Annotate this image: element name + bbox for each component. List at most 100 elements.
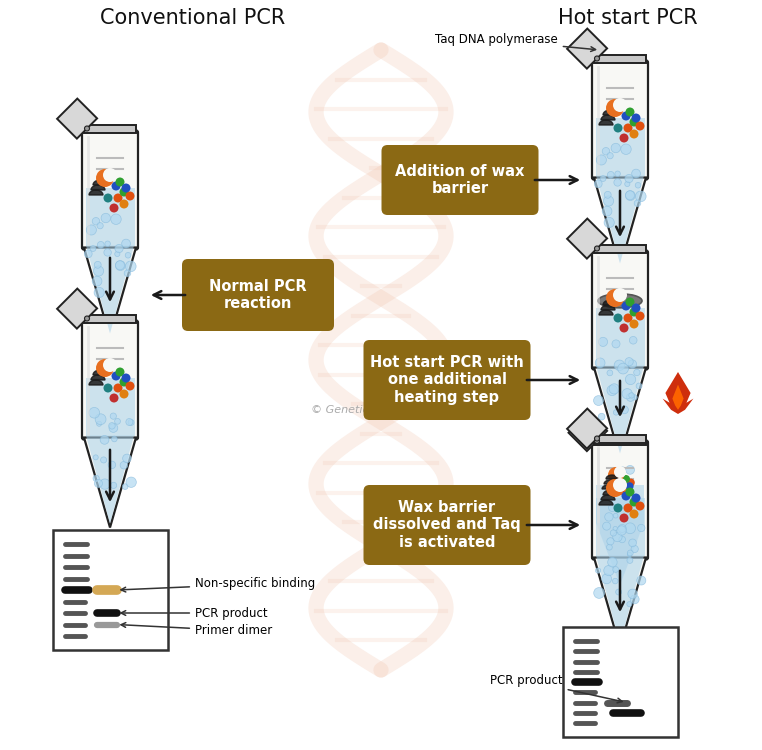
Circle shape	[594, 180, 602, 188]
Circle shape	[94, 266, 104, 276]
Circle shape	[627, 557, 633, 563]
Circle shape	[594, 396, 604, 406]
Circle shape	[607, 544, 613, 550]
Polygon shape	[89, 190, 103, 195]
Polygon shape	[89, 380, 103, 385]
Circle shape	[594, 439, 600, 443]
Circle shape	[100, 479, 110, 489]
Circle shape	[613, 566, 619, 572]
Circle shape	[594, 246, 600, 251]
Polygon shape	[595, 308, 645, 366]
Circle shape	[104, 194, 113, 202]
Circle shape	[636, 182, 641, 188]
Circle shape	[111, 436, 117, 442]
Polygon shape	[594, 525, 646, 590]
Circle shape	[621, 144, 631, 154]
Polygon shape	[599, 120, 613, 125]
Circle shape	[613, 98, 627, 112]
Text: Hot start PCR with
one additional
heating step: Hot start PCR with one additional heatin…	[370, 355, 524, 405]
Circle shape	[619, 536, 626, 543]
Circle shape	[114, 383, 123, 392]
Circle shape	[626, 374, 636, 385]
Polygon shape	[85, 188, 135, 246]
Circle shape	[110, 203, 119, 212]
Polygon shape	[57, 289, 97, 328]
Circle shape	[604, 217, 614, 227]
Circle shape	[616, 526, 626, 536]
Ellipse shape	[598, 294, 642, 307]
Circle shape	[632, 494, 641, 502]
FancyBboxPatch shape	[363, 485, 530, 565]
Circle shape	[632, 170, 640, 178]
Polygon shape	[594, 437, 646, 445]
FancyBboxPatch shape	[592, 251, 648, 370]
Polygon shape	[594, 55, 646, 62]
Polygon shape	[594, 244, 646, 253]
Polygon shape	[91, 185, 105, 190]
Circle shape	[111, 371, 120, 380]
Circle shape	[614, 360, 625, 370]
Circle shape	[625, 358, 633, 366]
Circle shape	[613, 476, 621, 484]
Polygon shape	[93, 370, 107, 375]
Circle shape	[600, 176, 606, 181]
Circle shape	[638, 524, 645, 532]
Text: Addition of wax
barrier: Addition of wax barrier	[395, 164, 525, 196]
Circle shape	[607, 488, 612, 494]
Circle shape	[606, 289, 624, 307]
Circle shape	[629, 320, 639, 328]
Polygon shape	[93, 180, 107, 185]
Circle shape	[126, 191, 135, 200]
Circle shape	[620, 134, 629, 142]
Circle shape	[626, 190, 636, 200]
Polygon shape	[595, 498, 645, 556]
Circle shape	[626, 107, 635, 116]
Circle shape	[611, 472, 616, 478]
Circle shape	[101, 213, 110, 223]
Circle shape	[85, 126, 89, 131]
Circle shape	[115, 244, 123, 253]
Circle shape	[632, 394, 637, 400]
Circle shape	[622, 112, 630, 121]
Polygon shape	[594, 445, 646, 525]
Polygon shape	[596, 523, 644, 585]
FancyBboxPatch shape	[592, 440, 648, 560]
Circle shape	[614, 466, 626, 478]
Circle shape	[626, 298, 635, 307]
Circle shape	[126, 477, 136, 488]
Polygon shape	[57, 98, 97, 139]
Circle shape	[628, 503, 632, 508]
Circle shape	[103, 168, 117, 182]
Circle shape	[110, 214, 121, 224]
Circle shape	[109, 424, 118, 432]
Circle shape	[109, 422, 115, 429]
Polygon shape	[562, 627, 677, 737]
Circle shape	[616, 589, 622, 595]
Circle shape	[607, 386, 617, 395]
Circle shape	[94, 479, 102, 488]
Polygon shape	[594, 557, 646, 647]
Circle shape	[607, 557, 617, 567]
Circle shape	[126, 419, 133, 425]
Polygon shape	[601, 115, 615, 120]
FancyBboxPatch shape	[82, 130, 138, 250]
Circle shape	[636, 383, 642, 389]
Circle shape	[115, 261, 125, 271]
Circle shape	[603, 522, 610, 530]
Circle shape	[120, 389, 129, 398]
Polygon shape	[599, 310, 613, 315]
Circle shape	[128, 419, 134, 425]
Polygon shape	[603, 300, 617, 305]
Circle shape	[620, 323, 629, 332]
Circle shape	[626, 466, 635, 474]
Text: Wax barrier
dissolved and Taq
is activated: Wax barrier dissolved and Taq is activat…	[373, 500, 521, 550]
Circle shape	[126, 261, 136, 272]
Polygon shape	[567, 28, 607, 68]
FancyBboxPatch shape	[363, 340, 530, 420]
Circle shape	[627, 552, 632, 556]
Circle shape	[607, 370, 613, 376]
Circle shape	[92, 217, 100, 225]
Circle shape	[594, 436, 600, 441]
Circle shape	[636, 502, 645, 511]
Circle shape	[103, 358, 117, 372]
